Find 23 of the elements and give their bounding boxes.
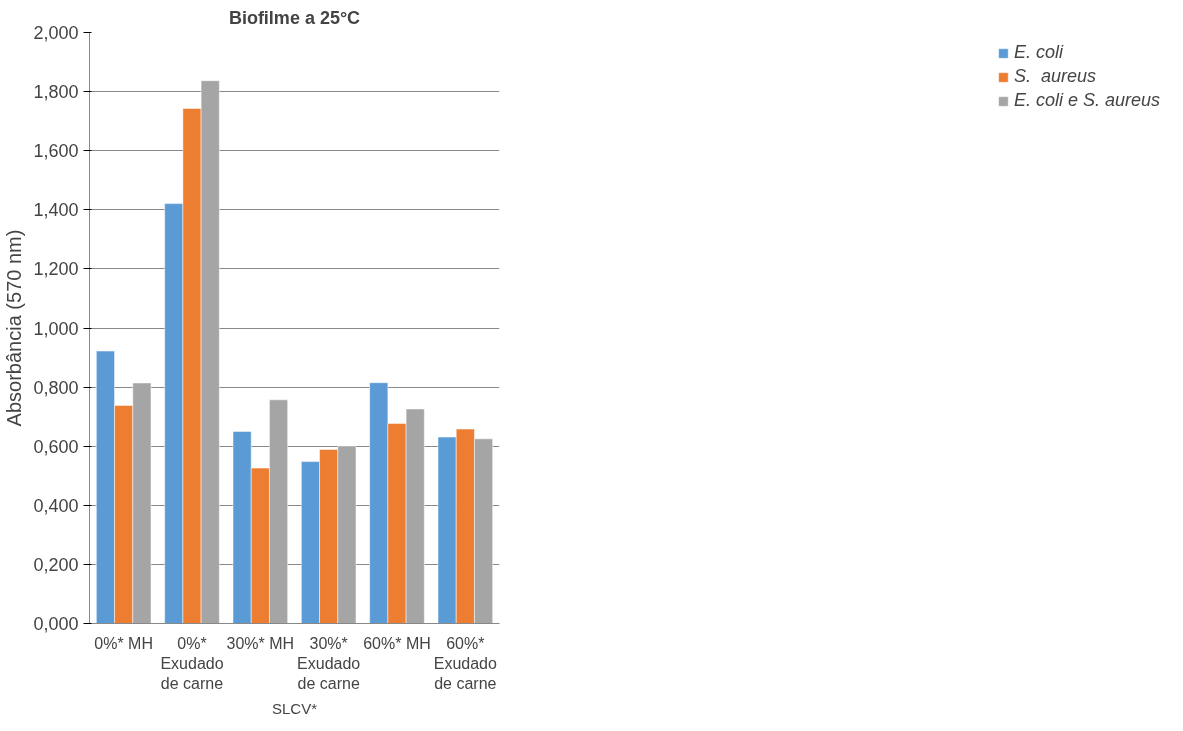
y-tick-label: 0,600 [33, 436, 79, 457]
x-axis-title: SLCV* [271, 700, 318, 718]
y-tick-label: 0,000 [33, 614, 79, 634]
legend-label: E. coli e S. aureus [1013, 90, 1160, 111]
y-axis-title: Absorbância (570 nm) [3, 229, 26, 427]
y-tick-label: 0,400 [33, 495, 79, 516]
y-tick-label: 2,000 [33, 23, 79, 43]
chart-title: Biofilme a 25°C [228, 7, 361, 28]
legend-label: E. coli [1013, 42, 1063, 63]
x-tick-label: 0%* Exudado de carne [160, 634, 224, 693]
x-tick-label: 0%* MH [94, 634, 154, 652]
y-tick-label: 1,000 [33, 318, 79, 339]
x-tick-label: 60%* MH [363, 634, 431, 652]
y-tick-label: 1,400 [33, 200, 79, 221]
x-tick-label: 30%* Exudado de carne [297, 634, 361, 693]
x-tick-label: 30%* MH [226, 634, 295, 652]
y-tick-label: 0,200 [33, 554, 79, 575]
x-tick-label: 60%* Exudado de carne [433, 634, 498, 693]
y-tick-label: 1,800 [33, 82, 79, 103]
y-tick-label: 1,200 [33, 259, 79, 280]
legend-label: S. aureus [1013, 66, 1096, 87]
y-tick-label: 0,800 [33, 377, 79, 398]
y-tick-label: 1,600 [33, 141, 79, 162]
